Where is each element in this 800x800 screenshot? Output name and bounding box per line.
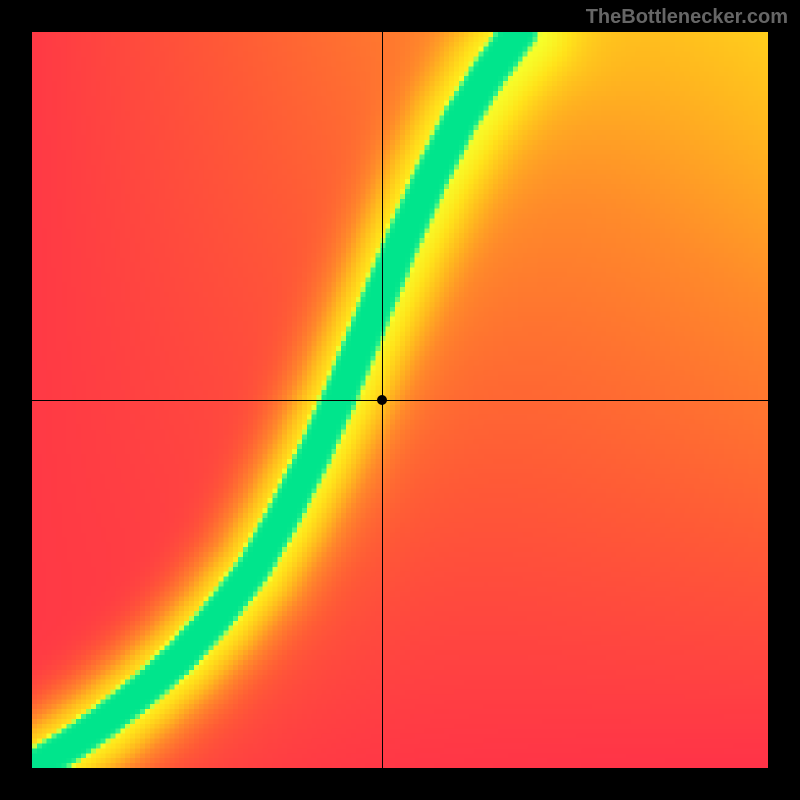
crosshair-marker [377,395,387,405]
heatmap-plot [32,32,768,768]
crosshair-horizontal [32,400,768,401]
watermark-text: TheBottlenecker.com [586,6,788,29]
figure-container: TheBottlenecker.com [0,0,800,800]
